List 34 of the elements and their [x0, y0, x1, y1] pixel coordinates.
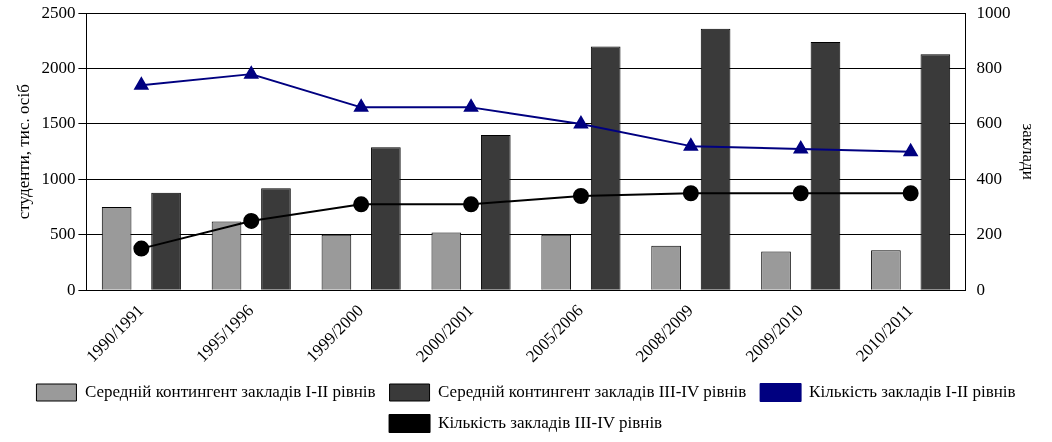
point: [682, 185, 699, 202]
point: [134, 77, 149, 90]
point: [792, 185, 809, 202]
point: [133, 240, 150, 257]
legend-label: Середній контингент закладів I-II рівнів: [84, 381, 376, 401]
point: [353, 196, 370, 213]
y-tick-label: 2500: [41, 2, 76, 22]
point: [244, 66, 259, 79]
y2-tick-label: 600: [976, 113, 1003, 133]
y-tick-label: 500: [49, 224, 76, 244]
y2-tick-label: 0: [976, 279, 986, 299]
y-axis-title: студенти, тис. осіб: [13, 84, 33, 220]
y2-axis-title: заклади: [1019, 123, 1039, 180]
point: [243, 212, 260, 229]
y2-tick-label: 1000: [976, 2, 1011, 22]
y-tick-label: 1500: [41, 113, 76, 133]
legend-label: Кількість закладів III-IV рівнів: [438, 412, 663, 432]
point: [683, 138, 698, 151]
point: [463, 99, 479, 112]
point: [793, 140, 808, 154]
point: [354, 99, 369, 112]
point: [572, 187, 589, 204]
point: [903, 143, 918, 157]
y2-tick-label: 800: [976, 58, 1003, 78]
point: [463, 196, 480, 213]
point: [902, 185, 919, 202]
y2-tick-label: 200: [976, 224, 1003, 244]
y-tick-label: 0: [66, 279, 76, 299]
y2-tick-label: 400: [976, 168, 1003, 188]
legend-label: Середній контингент закладів III-IV рівнів: [438, 381, 747, 401]
legend-label: Кількість закладів I-II рівнів: [809, 381, 1016, 401]
point: [573, 115, 589, 129]
y-tick-label: 1000: [41, 168, 76, 188]
y-tick-label: 2000: [41, 58, 76, 78]
